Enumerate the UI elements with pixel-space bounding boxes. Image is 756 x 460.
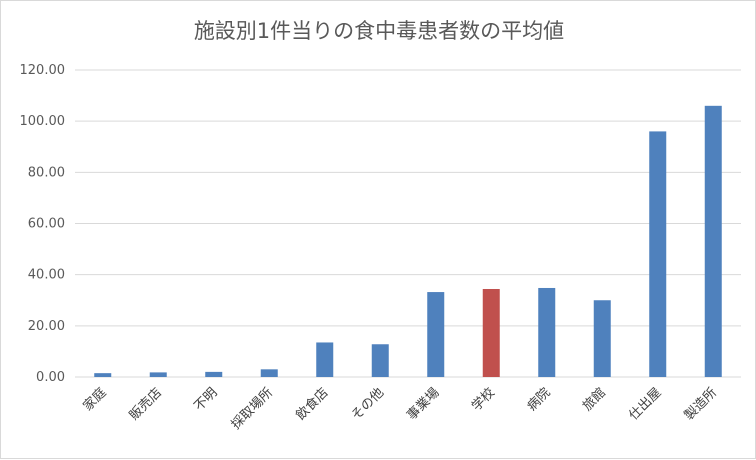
x-tick-label: 事業場 [404,385,443,424]
x-tick-label: 販売店 [126,385,165,424]
bar [371,344,389,377]
y-tick-label: 120.00 [20,63,66,78]
x-tick-label: 仕出屋 [626,385,664,423]
bar [482,288,500,377]
x-tick-label: その他 [349,385,387,423]
x-tick-label: 旅館 [580,385,609,414]
bar [94,373,112,377]
bar [649,131,667,377]
bar [427,292,445,377]
bar [316,342,334,377]
bar [538,287,556,377]
bar [704,105,722,378]
x-tick-label: 採取場所 [229,385,276,432]
bar [260,369,278,377]
x-tick-label: 飲食店 [293,385,332,424]
chart-title: 施設別1件当りの食中毒患者数の平均値 [193,19,565,43]
x-tick-label: 製造所 [682,385,720,423]
x-tick-label: 病院 [525,385,554,414]
bar [205,371,223,377]
bar [149,372,167,377]
bar [593,300,611,377]
y-tick-label: 80.00 [28,165,65,180]
x-tick-label: 不明 [192,385,221,414]
y-tick-label: 100.00 [20,114,66,129]
x-tick-label: 学校 [468,385,498,415]
y-tick-label: 0.00 [36,370,65,385]
x-tick-label: 家庭 [80,385,110,415]
y-tick-label: 60.00 [28,217,65,232]
y-tick-label: 20.00 [28,319,65,334]
y-tick-label: 40.00 [28,268,65,283]
